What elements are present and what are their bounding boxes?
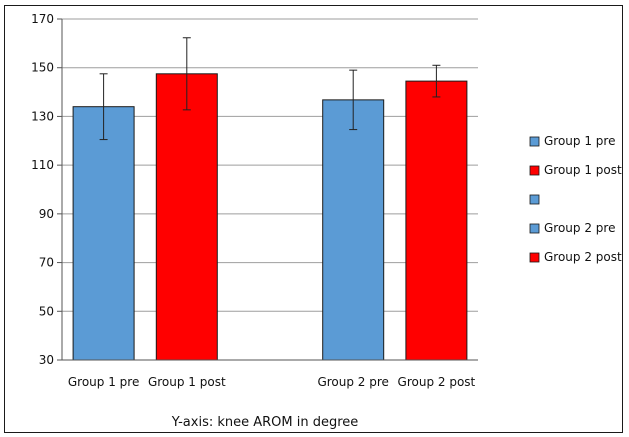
legend: Group 1 pre Group 1 post Group 2 pre Group …: [529, 134, 622, 264]
y-tick-label: 30: [39, 353, 54, 367]
y-tick-label: 170: [31, 12, 54, 26]
y-tick-label: 110: [31, 158, 54, 172]
bars: [72, 73, 468, 361]
error-bars: [99, 37, 441, 141]
bar: [322, 99, 385, 361]
x-category-label: Group 2 pre: [317, 375, 388, 389]
legend-swatch: [529, 194, 540, 205]
x-axis-caption: Y-axis: knee AROM in degree: [171, 415, 359, 430]
axes: [61, 19, 478, 361]
legend-swatch: [529, 136, 540, 147]
legend-label: Group 1 post: [544, 163, 622, 177]
y-tick-label: 50: [39, 304, 54, 318]
y-tick-label: 70: [39, 256, 54, 270]
y-tick-label: 150: [31, 61, 54, 75]
bar: [405, 80, 468, 361]
x-category-label: Group 1 pre: [68, 375, 139, 389]
legend-label: Group 2 pre: [544, 221, 615, 235]
legend-swatch: [529, 252, 540, 263]
y-tick-label: 90: [39, 207, 54, 221]
x-axis-categories: Group 1 pre Group 1 post Group 2 pre Group …: [68, 375, 476, 389]
legend-label: Group 1 pre: [544, 134, 615, 148]
legend-swatch: [529, 165, 540, 176]
bar: [72, 106, 135, 361]
legend-label: Group 2 post: [544, 250, 622, 264]
bar: [155, 73, 218, 361]
x-category-label: Group 2 post: [398, 375, 476, 389]
legend-swatch: [529, 223, 540, 234]
y-axis-ticks: 30 50 70 90 110 130 150 170: [31, 12, 62, 367]
x-category-label: Group 1 post: [148, 375, 226, 389]
y-tick-label: 130: [31, 109, 54, 123]
